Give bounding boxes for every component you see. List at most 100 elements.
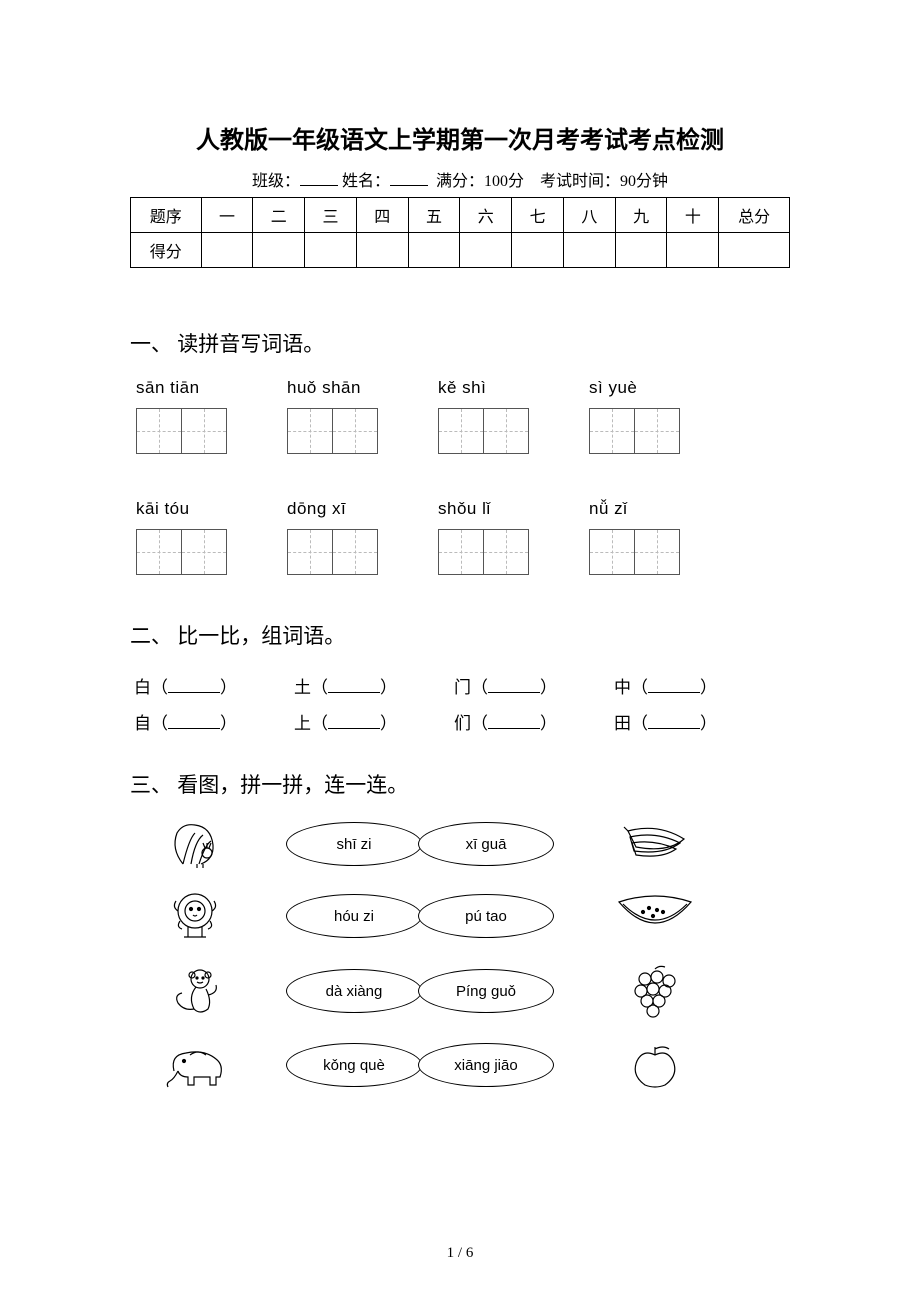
pinyin-block: kāi tóu xyxy=(136,499,227,575)
score-value-row: 得分 xyxy=(131,233,790,268)
name-blank[interactable] xyxy=(390,172,428,186)
pinyin-label: sān tiān xyxy=(136,378,227,398)
blank[interactable] xyxy=(168,715,220,729)
col-header: 二 xyxy=(253,198,305,233)
char-grid[interactable] xyxy=(589,408,680,454)
section3-title: 三、 看图，拼一拼，连一连。 xyxy=(130,769,790,799)
char-grid[interactable] xyxy=(287,408,378,454)
pinyin-pill: dà xiàng xyxy=(286,969,422,1013)
pinyin-block: sān tiān xyxy=(136,378,227,454)
elephant-icon xyxy=(130,1041,260,1089)
compare-item: 上（） xyxy=(294,706,454,742)
score-cell[interactable] xyxy=(460,233,512,268)
info-line: 班级： 姓名： 满分：100分 考试时间：90分钟 xyxy=(130,167,790,191)
pinyin-pill: kǒng què xyxy=(286,1043,422,1087)
score-cell[interactable] xyxy=(512,233,564,268)
score-cell[interactable] xyxy=(563,233,615,268)
char-grid[interactable] xyxy=(589,529,680,575)
blank[interactable] xyxy=(328,679,380,693)
name-label: 姓名： xyxy=(342,173,390,190)
pinyin-block: sì yuè xyxy=(589,378,680,454)
exam-time: 考试时间：90分钟 xyxy=(540,173,668,190)
col-header: 七 xyxy=(512,198,564,233)
compare-item: 门（） xyxy=(454,670,614,706)
pinyin-pill: xiāng jiāo xyxy=(418,1043,554,1087)
col-header: 总分 xyxy=(719,198,790,233)
page-number: 1 / 6 xyxy=(0,1245,920,1262)
char-grid[interactable] xyxy=(287,529,378,575)
pinyin-block: nǚ zǐ xyxy=(589,499,680,575)
pinyin-label: shǒu lǐ xyxy=(438,499,529,519)
pinyin-pill: xī guā xyxy=(418,822,554,866)
char-grid[interactable] xyxy=(438,529,529,575)
score-header-row: 题序 一 二 三 四 五 六 七 八 九 十 总分 xyxy=(131,198,790,233)
score-cell[interactable] xyxy=(615,233,667,268)
compare-row: 自（） 上（） 们（） 田（） xyxy=(134,706,790,742)
compare-item: 们（） xyxy=(454,706,614,742)
col-header: 四 xyxy=(356,198,408,233)
pinyin-label: dōng xī xyxy=(287,499,378,519)
compare-item: 土（） xyxy=(294,670,454,706)
blank[interactable] xyxy=(328,715,380,729)
pill-group: kǒng què xiāng jiāo xyxy=(260,1043,580,1087)
char-grid[interactable] xyxy=(136,408,227,454)
match-area: shī zi xī guā hóu z xyxy=(130,819,790,1089)
char-grid[interactable] xyxy=(136,529,227,575)
pinyin-label: kě shì xyxy=(438,378,529,398)
blank[interactable] xyxy=(488,679,540,693)
score-cell[interactable] xyxy=(408,233,460,268)
pinyin-label: kāi tóu xyxy=(136,499,227,519)
compare-item: 白（） xyxy=(134,670,294,706)
char-grid[interactable] xyxy=(438,408,529,454)
compare-item: 自（） xyxy=(134,706,294,742)
monkey-icon xyxy=(130,965,260,1017)
blank[interactable] xyxy=(648,715,700,729)
lion-icon xyxy=(130,891,260,941)
col-header: 三 xyxy=(305,198,357,233)
pinyin-block: huǒ shān xyxy=(287,378,378,454)
section1-title: 一、 读拼音写词语。 xyxy=(130,328,790,358)
pinyin-block: shǒu lǐ xyxy=(438,499,529,575)
pinyin-block: dōng xī xyxy=(287,499,378,575)
score-cell[interactable] xyxy=(667,233,719,268)
col-header: 题序 xyxy=(131,198,202,233)
score-cell[interactable] xyxy=(719,233,790,268)
score-cell[interactable] xyxy=(201,233,253,268)
pill-group: dà xiàng Píng guǒ xyxy=(260,969,580,1013)
col-header: 六 xyxy=(460,198,512,233)
blank[interactable] xyxy=(168,679,220,693)
pinyin-pill: pú tao xyxy=(418,894,554,938)
pinyin-block: kě shì xyxy=(438,378,529,454)
peacock-icon xyxy=(130,819,260,869)
pinyin-label: huǒ shān xyxy=(287,378,378,398)
grapes-icon xyxy=(580,963,730,1019)
blank[interactable] xyxy=(488,715,540,729)
page-title: 人教版一年级语文上学期第一次月考考试考点检测 xyxy=(130,120,790,155)
compare-rows: 白（） 土（） 门（） 中（） 自（） 上（） 们（） 田（） xyxy=(134,670,790,741)
watermelon-icon xyxy=(580,894,730,938)
blank[interactable] xyxy=(648,679,700,693)
score-row-label: 得分 xyxy=(131,233,202,268)
col-header: 一 xyxy=(201,198,253,233)
compare-item: 中（） xyxy=(614,670,774,706)
match-row: shī zi xī guā xyxy=(130,819,790,869)
pinyin-row-1: sān tiān huǒ shān kě shì sì yuè xyxy=(136,378,790,454)
col-header: 十 xyxy=(667,198,719,233)
pill-group: hóu zi pú tao xyxy=(260,894,580,938)
score-cell[interactable] xyxy=(253,233,305,268)
pinyin-pill: hóu zi xyxy=(286,894,422,938)
col-header: 九 xyxy=(615,198,667,233)
class-blank[interactable] xyxy=(300,172,338,186)
score-table: 题序 一 二 三 四 五 六 七 八 九 十 总分 得分 xyxy=(130,197,790,268)
col-header: 八 xyxy=(563,198,615,233)
match-row: hóu zi pú tao xyxy=(130,891,790,941)
pinyin-label: nǚ zǐ xyxy=(589,499,680,519)
full-score: 满分：100分 xyxy=(436,173,524,190)
score-cell[interactable] xyxy=(305,233,357,268)
pinyin-pill: shī zi xyxy=(286,822,422,866)
col-header: 五 xyxy=(408,198,460,233)
score-cell[interactable] xyxy=(356,233,408,268)
compare-item: 田（） xyxy=(614,706,774,742)
pinyin-label: sì yuè xyxy=(589,378,680,398)
match-row: kǒng què xiāng jiāo xyxy=(130,1041,790,1089)
